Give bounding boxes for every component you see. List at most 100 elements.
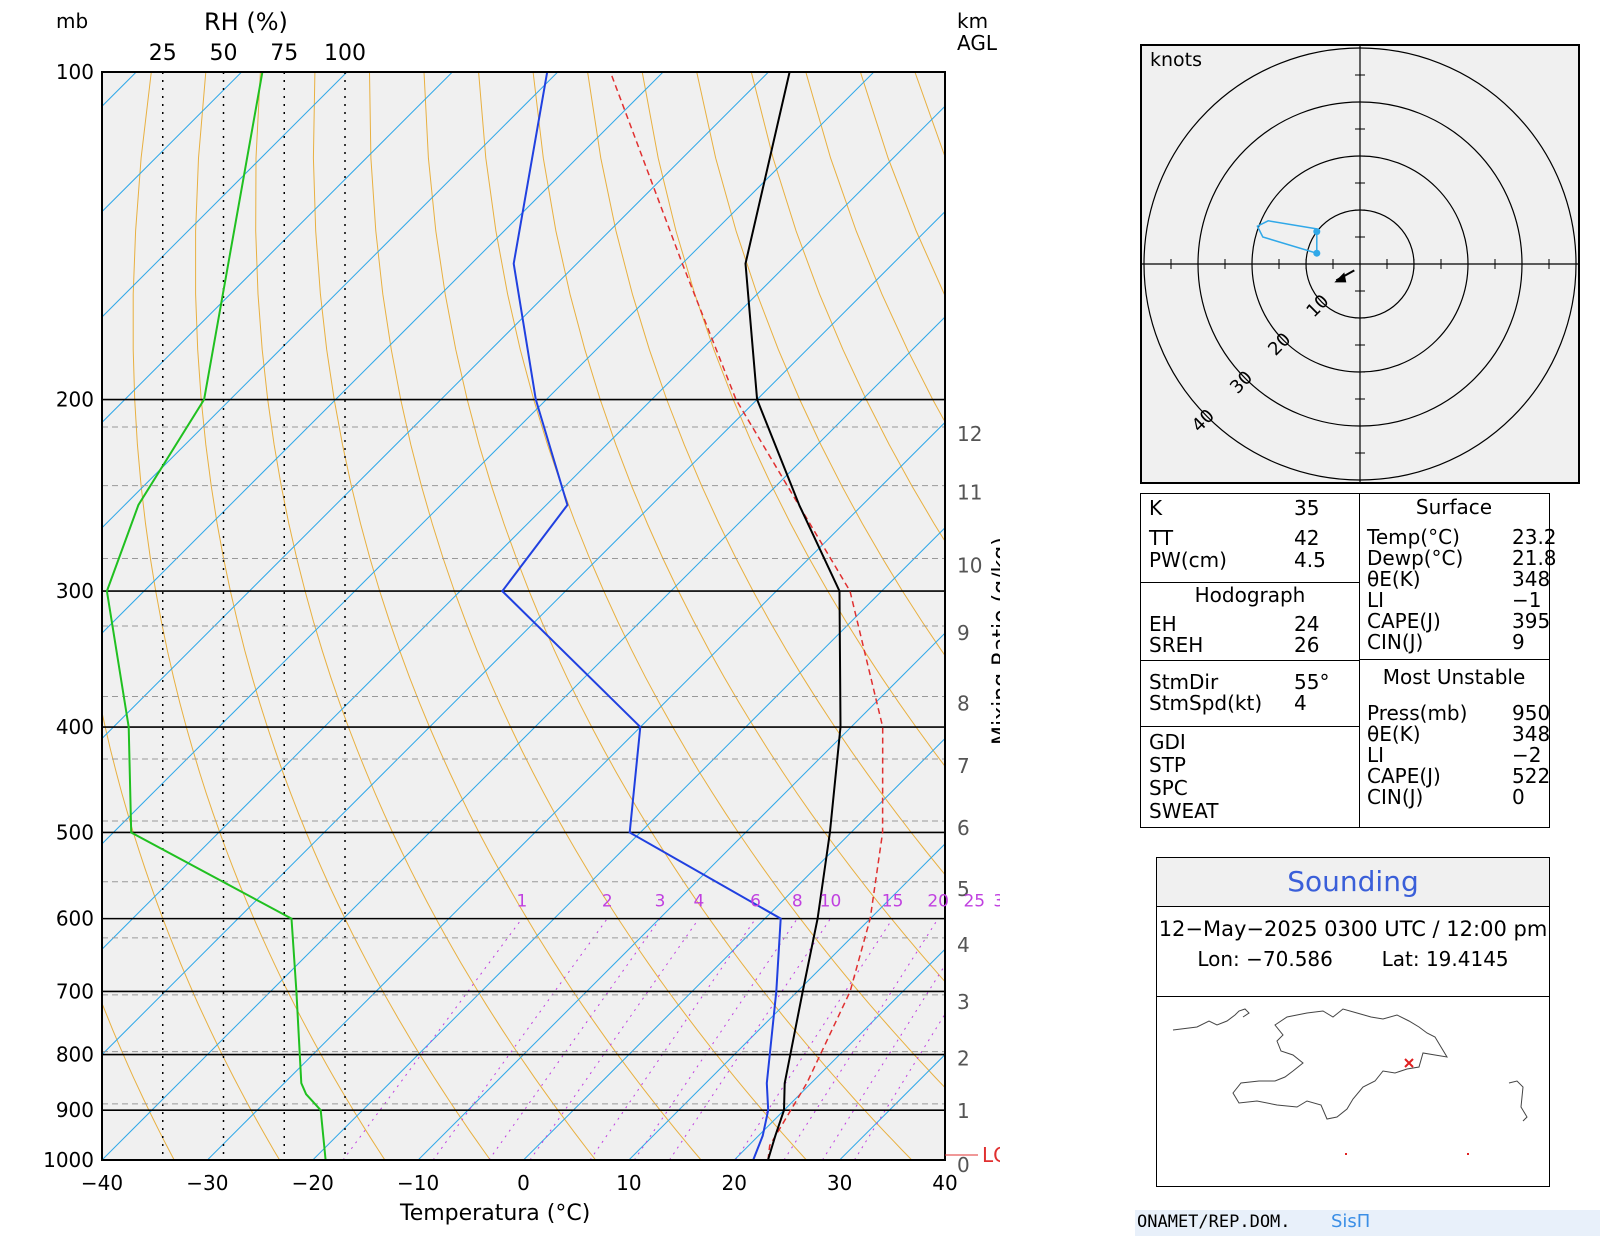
mixing-ratio-tick-label: 3	[655, 892, 666, 912]
storm-motion-arrowhead	[1334, 272, 1347, 283]
mixing-ratio-line	[529, 918, 700, 1160]
coastline-puerto-rico	[1508, 1080, 1528, 1122]
dry-adiabat	[750, 72, 945, 543]
temperature-tick-label: −40	[81, 1171, 123, 1195]
rh-tick-label: 50	[210, 41, 238, 66]
height-tick-label: 7	[957, 754, 970, 778]
dry-adiabat	[696, 72, 945, 657]
pressure-axis-label: mb	[56, 9, 88, 33]
location-map	[1157, 996, 1549, 1155]
mixing-ratio-label: Mixing Ratio (g/kg)	[989, 537, 1000, 745]
hodograph-indices: Hodograph EH 24 SREH 26	[1141, 582, 1359, 661]
hodograph-units: knots	[1150, 49, 1202, 71]
gdi-label: GDI	[1149, 730, 1186, 754]
stmspd-label: StmSpd(kt)	[1149, 691, 1263, 715]
lcl-label: LCL	[982, 1143, 1000, 1167]
height-tick-label: 11	[957, 481, 982, 505]
surface-cape-label: CAPE(J)	[1367, 609, 1441, 633]
height-tick-label: 5	[957, 877, 970, 901]
isotherm	[102, 72, 769, 740]
temperature-tick-label: 40	[932, 1171, 957, 1195]
sounding-location: Lon: −70.586 Lat: 19.4145	[1157, 947, 1549, 971]
stmspd-value: 4	[1294, 691, 1307, 715]
dry-adiabat	[102, 710, 281, 1160]
plot-area	[102, 72, 945, 1160]
hodograph-header: Hodograph	[1194, 583, 1306, 607]
dry-adiabat	[641, 72, 945, 768]
isotherm	[523, 737, 945, 1160]
height-tick-label: 12	[957, 422, 982, 446]
temperature-tick-label: −30	[186, 1171, 228, 1195]
mixing-ratio-tick-label: 10	[820, 892, 842, 912]
sounding-lon: Lon: −70.586	[1197, 947, 1333, 971]
mu-press-label: Press(mb)	[1367, 701, 1468, 725]
basic-indices: K 35 TT 42 PW(cm) 4.5	[1141, 494, 1359, 583]
mixing-ratio-tick-label: 20	[927, 892, 949, 912]
temperature-tick-label: 30	[827, 1171, 852, 1195]
isotherm	[102, 72, 559, 529]
dry-adiabat	[369, 72, 807, 1160]
pressure-tick-label: 200	[56, 388, 94, 412]
mixing-ratio-line	[432, 918, 608, 1160]
indices-right-column: Surface Temp(°C) 23.2 Dewp(°C) 21.8 θE(K) 3…	[1359, 494, 1557, 827]
mixing-ratio-tick-label: 4	[693, 892, 704, 912]
temperature-tick-label: 20	[722, 1171, 747, 1195]
mixing-ratio-tick-label: 25	[963, 892, 985, 912]
pressure-tick-label: 900	[56, 1098, 94, 1122]
surface-li-value: −1	[1512, 588, 1542, 612]
mixing-ratio-tick-label: 6	[750, 892, 761, 912]
height-axis-label: km	[957, 9, 988, 33]
surface-cin-value: 9	[1512, 630, 1525, 654]
surface-li-label: LI	[1367, 588, 1385, 612]
surface-temp-value: 23.2	[1512, 525, 1557, 549]
mu-li-value: −2	[1512, 743, 1542, 767]
surface-indices: Surface Temp(°C) 23.2 Dewp(°C) 21.8 θE(K) 3…	[1359, 494, 1557, 659]
dry-adiabat	[587, 72, 945, 876]
hodograph-point	[1313, 249, 1321, 257]
sreh-value: 26	[1294, 633, 1320, 657]
coastline-cuba	[1172, 1008, 1250, 1031]
stmdir-value: 55°	[1294, 670, 1330, 694]
height-tick-label: 6	[957, 816, 970, 840]
surface-cape-value: 395	[1512, 609, 1551, 633]
surface-dewp-value: 21.8	[1512, 546, 1557, 570]
k-index-value: 35	[1294, 496, 1320, 520]
isotherm	[102, 72, 875, 845]
pressure-tick-label: 700	[56, 979, 94, 1003]
isotherm	[102, 72, 453, 424]
most-unstable-header: Most Unstable	[1382, 665, 1526, 689]
mixing-ratio-tick-label: 1	[517, 892, 528, 912]
coastline-hispaniola	[1232, 1008, 1448, 1120]
height-axis-label-2: AGL	[957, 31, 998, 55]
sweat-label: SWEAT	[1149, 799, 1219, 823]
mixing-ratio-tick-label: 30	[993, 892, 1000, 912]
temperature-trace	[744, 72, 842, 1160]
temperature-tick-label: 10	[616, 1171, 641, 1195]
footer-app: SisΠ	[1331, 1211, 1371, 1232]
dry-adiabat	[423, 72, 913, 1160]
k-index-label: K	[1149, 496, 1163, 520]
height-tick-label: 3	[957, 990, 970, 1014]
sounding-lat: Lat: 19.4145	[1381, 947, 1509, 971]
mu-cin-label: CIN(J)	[1367, 785, 1424, 809]
pw-label: PW(cm)	[1149, 548, 1227, 572]
mu-theta-label: θE(K)	[1367, 722, 1421, 746]
mu-cape-label: CAPE(J)	[1367, 764, 1441, 788]
isotherm	[207, 421, 945, 1160]
pw-value: 4.5	[1294, 548, 1326, 572]
stmdir-label: StmDir	[1149, 670, 1219, 694]
dry-adiabat	[312, 72, 702, 1160]
sounding-datetime: 12−May−2025 0300 UTC / 12:00 pm	[1158, 917, 1548, 941]
plot-frame	[101, 71, 946, 1161]
mixing-ratio-tick-label: 15	[882, 892, 904, 912]
surface-theta-label: θE(K)	[1367, 567, 1421, 591]
mu-theta-value: 348	[1512, 722, 1551, 746]
mixing-ratio-tick-label: 2	[602, 892, 613, 912]
spc-label: SPC	[1149, 776, 1188, 800]
hodograph-point	[1313, 228, 1321, 236]
eh-value: 24	[1294, 612, 1320, 636]
isotherm	[102, 72, 664, 634]
height-tick-label: 8	[957, 692, 970, 716]
hodograph-trace	[1256, 220, 1318, 255]
